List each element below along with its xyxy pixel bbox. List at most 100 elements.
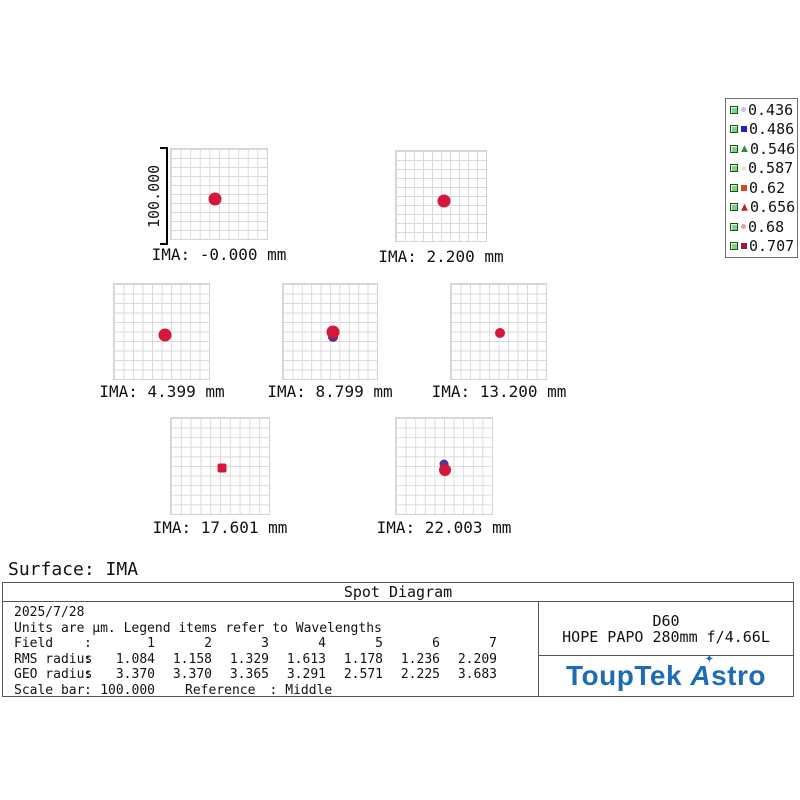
geo-value: 3.365 (229, 667, 269, 682)
field-value: 7 (489, 636, 497, 651)
report-divider (538, 602, 539, 696)
spot-panel-field6 (170, 417, 270, 515)
colon: : (84, 667, 92, 682)
geo-value: 3.370 (172, 667, 212, 682)
wavelength-marker-icon (741, 165, 746, 171)
geo-value: 3.683 (457, 667, 497, 682)
legend-item: 0.68 (726, 217, 797, 236)
reference-value: Middle (285, 682, 333, 698)
rms-value: 1.236 (400, 651, 440, 667)
legend-item: 0.587 (726, 159, 797, 178)
instrument-cell: D60 HOPE PAPO 280mm f/4.66L (539, 602, 793, 656)
spot-panel-field7 (395, 417, 493, 515)
ima-label-field7: IMA: 22.003 mm (376, 518, 512, 537)
legend-item: 0.707 (726, 237, 797, 256)
surface-label: Surface: IMA (8, 559, 139, 580)
rms-radius-row: RMS radius: 1.084 1.158 1.329 1.613 1.178 1.23… (14, 652, 538, 668)
wavelength-value: 0.587 (748, 159, 794, 178)
rms-value: 1.613 (286, 651, 326, 667)
spot-dot (437, 194, 451, 207)
checkbox-icon[interactable] (730, 144, 738, 153)
colon: : (84, 651, 92, 667)
logo-a: A ✦ (690, 654, 715, 691)
checkbox-icon[interactable] (730, 105, 738, 114)
ima-label-field3: IMA: 4.399 mm (99, 382, 225, 401)
spot-panel-field3 (113, 283, 210, 380)
scale-bar-row: Scale bar:100.000 Reference: Middle (14, 683, 538, 699)
axis-scale-label: 100.000 (145, 164, 163, 228)
checkbox-icon[interactable] (730, 183, 738, 192)
logo-touptek-text: ToupTek (566, 660, 683, 691)
checkbox-icon[interactable] (730, 242, 738, 251)
ima-label-field4: IMA: 8.799 mm (267, 382, 393, 401)
ima-label-field6: IMA: 17.601 mm (152, 518, 288, 537)
legend-item: 0.656 (726, 198, 797, 217)
row-label: GEO radius (14, 667, 93, 682)
wavelength-marker-icon (741, 243, 747, 250)
spot-dot (158, 328, 172, 342)
spot-panel-field2 (395, 150, 487, 242)
wavelength-marker-icon (741, 224, 746, 230)
field-value: 1 (147, 636, 155, 651)
legend-item: 0.546 (726, 139, 797, 158)
spot-panel-field4 (282, 283, 378, 380)
field-value: 3 (261, 636, 269, 651)
wavelength-legend: 0.436 0.486 0.546 0.587 0.62 0.656 (725, 98, 798, 258)
rms-value: 1.178 (343, 651, 383, 667)
geo-value: 3.370 (115, 667, 155, 682)
colon: : (84, 636, 92, 651)
wavelength-value: 0.546 (750, 139, 796, 158)
star-icon: ✦ (705, 654, 715, 665)
checkbox-icon[interactable] (730, 203, 738, 212)
touptek-astro-logo: ToupTek A ✦ stro (566, 654, 766, 692)
checkbox-icon[interactable] (730, 164, 738, 173)
field-value: 2 (204, 636, 212, 651)
rms-value: 1.329 (229, 651, 269, 667)
colon: : (269, 682, 278, 698)
rms-value: 1.158 (172, 651, 212, 667)
spot-dot (208, 192, 222, 205)
field-value: 5 (375, 636, 383, 651)
wavelength-marker-icon (741, 184, 747, 191)
wavelength-value: 0.436 (748, 100, 794, 119)
ima-label-field2: IMA: 2.200 mm (378, 247, 504, 266)
instrument-spec: HOPE PAPO 280mm f/4.66L (562, 627, 770, 646)
geo-value: 2.225 (400, 667, 440, 682)
colon: : (84, 682, 92, 698)
checkbox-icon[interactable] (730, 125, 738, 134)
wavelength-marker-icon (741, 145, 748, 153)
field-row: Field: 1 2 3 4 5 6 7 (14, 636, 538, 652)
wavelength-value: 0.707 (749, 237, 795, 256)
wavelength-value: 0.656 (750, 198, 796, 217)
row-label: RMS radius (14, 651, 93, 667)
y-axis-line (166, 147, 168, 245)
rms-value: 2.209 (457, 651, 497, 667)
checkbox-icon[interactable] (730, 222, 738, 231)
legend-item: 0.62 (726, 178, 797, 197)
geo-value: 2.571 (343, 667, 383, 682)
rms-value: 1.084 (115, 651, 155, 667)
wavelength-marker-icon (741, 203, 748, 211)
row-label: Field (14, 636, 54, 651)
spot-dot (438, 463, 451, 476)
report-units-line: Units are µm. Legend items refer to Wave… (14, 620, 382, 636)
wavelength-value: 0.62 (749, 178, 786, 197)
spot-dot (326, 325, 340, 339)
spot-dot (495, 328, 506, 339)
logo-stro-text: stro (711, 660, 766, 691)
legend-item: 0.486 (726, 120, 797, 139)
wavelength-marker-icon (741, 126, 747, 133)
report-date: 2025/7/28 (14, 605, 85, 620)
wavelength-value: 0.486 (749, 120, 795, 139)
report-title: Spot Diagram (3, 583, 793, 602)
spot-dot (217, 463, 227, 473)
geo-radius-row: GEO radius: 3.370 3.370 3.365 3.291 2.571 2.22… (14, 667, 538, 683)
spot-panel-field5 (450, 283, 547, 380)
axis-tick-bottom (160, 243, 168, 245)
geo-value: 3.291 (286, 667, 326, 682)
axis-tick-top (160, 147, 168, 149)
ima-label-field1: IMA: -0.000 mm (151, 245, 287, 264)
reference-label: Reference (185, 682, 256, 698)
field-value: 6 (432, 636, 440, 651)
